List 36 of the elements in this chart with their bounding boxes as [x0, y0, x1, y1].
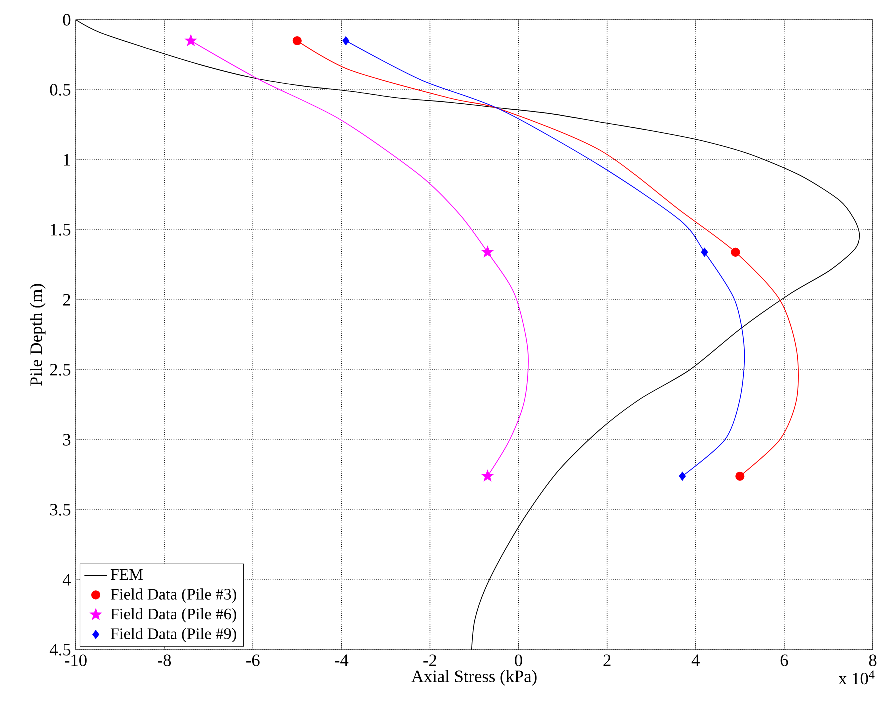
legend-label: Field Data (Pile #3): [110, 588, 236, 604]
x-tick-label: 8: [869, 654, 877, 666]
point: [701, 248, 708, 257]
y-tick-label: 0: [63, 14, 71, 26]
legend-label: Field Data (Pile #6): [110, 608, 236, 623]
x-tick-label: 0: [515, 654, 522, 666]
y-tick-label: 0.5: [50, 84, 71, 96]
x-axis-title: Axial Stress (kPa): [412, 670, 537, 686]
y-tick-label: 4.5: [50, 644, 71, 656]
point: [292, 36, 302, 46]
point: [731, 248, 740, 257]
y-axis-title: Pile Depth (m): [30, 284, 46, 386]
point: [679, 472, 686, 481]
point: [342, 36, 350, 46]
x-tick-label: -4: [335, 654, 349, 666]
x-tick-label: -10: [65, 654, 87, 666]
x-tick-label: 4: [692, 654, 700, 666]
y-tick-label: 1.5: [51, 224, 71, 236]
point: [185, 34, 198, 46]
y-tick-label: 2.5: [50, 364, 71, 376]
y-tick-label: 2: [63, 294, 70, 306]
x-tick-label: 2: [604, 654, 611, 666]
y-tick-label: 3.5: [50, 504, 71, 516]
x-tick-label: 6: [780, 654, 788, 666]
text: x 10$^{4}$: [838, 670, 875, 685]
point: [482, 470, 494, 482]
x-tick-label: -6: [246, 654, 260, 666]
y-tick-label: 1: [64, 154, 70, 166]
legend-label: FEM: [110, 569, 143, 580]
y-tick-label: 4: [62, 574, 72, 586]
point: [482, 246, 494, 258]
x-tick-label: -8: [158, 654, 172, 666]
point: [736, 472, 745, 481]
y-tick-label: 3: [63, 434, 71, 446]
legend-label: Field Data (Pile #9): [110, 628, 236, 643]
x-tick-label: -2: [424, 654, 436, 666]
